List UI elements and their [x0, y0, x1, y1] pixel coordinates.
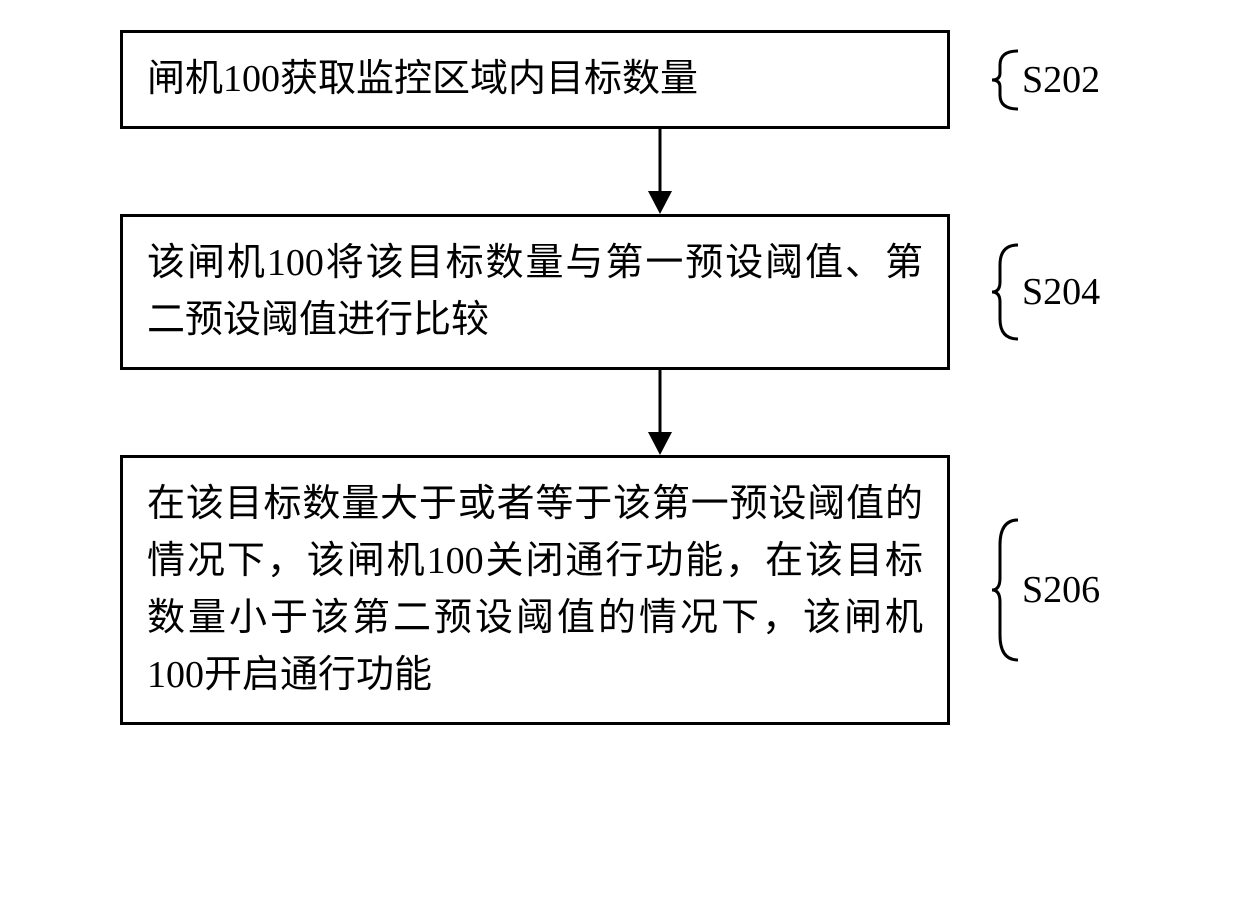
step-text: 闸机100获取监控区域内目标数量: [147, 58, 698, 100]
brace-icon: [990, 45, 1022, 115]
step-label: S206: [1022, 568, 1100, 612]
flowchart-container: 闸机100获取监控区域内目标数量 S202 该闸机100将该目标数量与第一预设阈…: [40, 30, 1199, 725]
step-box-s202: 闸机100获取监控区域内目标数量: [120, 30, 950, 129]
step-label-container: S202: [990, 45, 1100, 115]
brace-icon: [990, 510, 1022, 670]
step-label-container: S204: [990, 237, 1100, 347]
flowchart-row: 该闸机100将该目标数量与第一预设阈值、第二预设阈值进行比较 S204: [40, 214, 1199, 370]
step-box-s206: 在该目标数量大于或者等于该第一预设阈值的情况下，该闸机100关闭通行功能，在该目…: [120, 455, 950, 725]
step-text: 该闸机100将该目标数量与第一预设阈值、第二预设阈值进行比较: [147, 242, 923, 341]
step-label-container: S206: [990, 510, 1100, 670]
brace-icon: [990, 237, 1022, 347]
arrow-container: [245, 370, 1075, 455]
flowchart-row: 闸机100获取监控区域内目标数量 S202: [40, 30, 1199, 129]
flowchart-row: 在该目标数量大于或者等于该第一预设阈值的情况下，该闸机100关闭通行功能，在该目…: [40, 455, 1199, 725]
step-text: 在该目标数量大于或者等于该第一预设阈值的情况下，该闸机100关闭通行功能，在该目…: [147, 483, 923, 696]
arrow-down-icon: [640, 370, 680, 455]
arrow-container: [245, 129, 1075, 214]
arrow-down-icon: [640, 129, 680, 214]
step-box-s204: 该闸机100将该目标数量与第一预设阈值、第二预设阈值进行比较: [120, 214, 950, 370]
step-label: S204: [1022, 270, 1100, 314]
step-label: S202: [1022, 58, 1100, 102]
